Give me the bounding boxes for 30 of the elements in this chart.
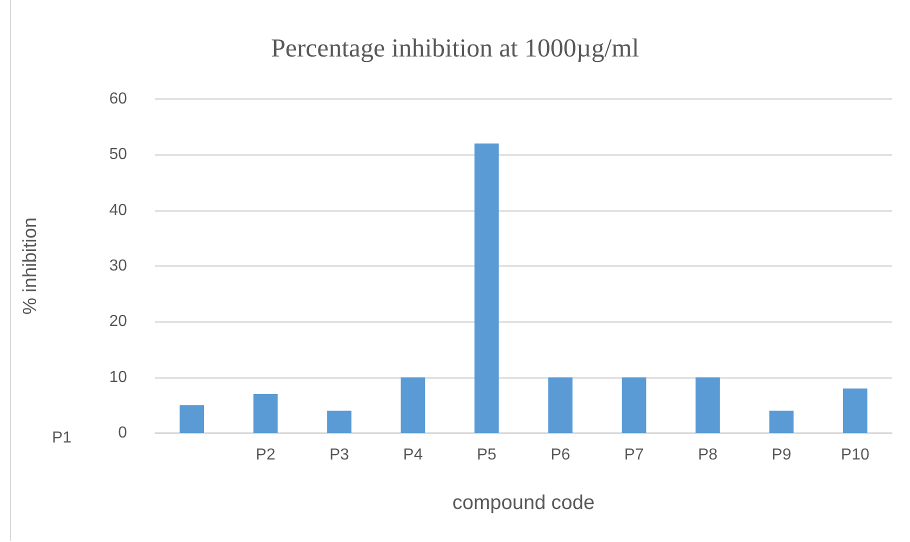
bar	[474, 144, 499, 433]
bar	[400, 377, 426, 433]
x-tick-label: P10	[840, 446, 870, 464]
y-tick-label: 10	[109, 368, 128, 386]
bar	[842, 388, 868, 433]
y-tick-label: 40	[109, 202, 128, 219]
x-tick-label: P7	[624, 446, 644, 464]
x-tick-label: P2	[256, 446, 276, 464]
x-tick-label: P8	[698, 446, 718, 464]
chart-title: Percentage inhibition at 1000µg/ml	[270, 34, 640, 62]
bar	[180, 405, 204, 433]
bar	[696, 377, 720, 433]
bar	[253, 394, 278, 433]
bar	[622, 377, 646, 433]
x-tick-label: P4	[403, 446, 423, 464]
y-axis-title: % inhibition	[20, 217, 41, 315]
x-tick-label: P9	[772, 446, 792, 464]
x-tick-label: P6	[550, 446, 570, 464]
y-tick-label: 30	[109, 258, 128, 274]
text: P1	[52, 430, 72, 446]
y-tick-label: 20	[109, 313, 128, 330]
y-tick-label: 50	[109, 146, 128, 164]
y-tick-label: 60	[109, 90, 128, 108]
bar	[769, 410, 794, 433]
bar	[327, 410, 352, 433]
bar	[548, 377, 573, 433]
x-tick-label: P3	[329, 446, 350, 464]
x-tick-label: P5	[476, 446, 497, 464]
x-axis-title: compound code	[452, 492, 595, 514]
y-tick-label: 0	[118, 424, 128, 442]
